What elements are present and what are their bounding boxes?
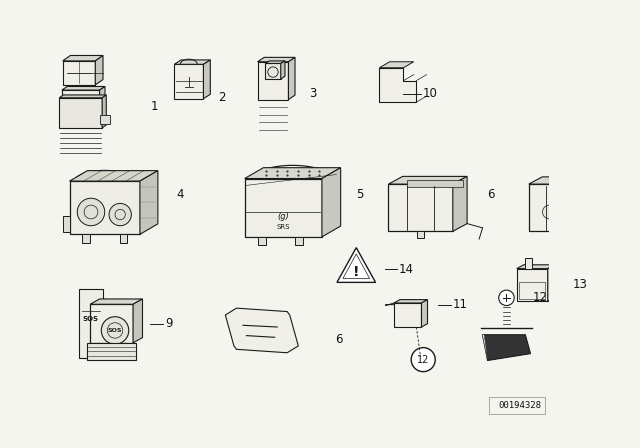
Polygon shape [133,299,143,343]
Text: 12: 12 [532,291,547,304]
Polygon shape [63,56,103,61]
Text: 13: 13 [573,279,588,292]
Text: 6: 6 [488,188,495,201]
Polygon shape [70,171,158,181]
Circle shape [499,290,514,306]
Polygon shape [258,237,266,246]
Polygon shape [380,62,414,68]
Polygon shape [554,231,562,238]
Polygon shape [525,258,532,269]
Polygon shape [62,90,100,109]
Polygon shape [289,57,295,99]
Text: 11: 11 [452,298,467,311]
Polygon shape [100,115,110,124]
Polygon shape [394,303,422,327]
Text: SRS: SRS [276,224,290,229]
Polygon shape [407,180,463,187]
Polygon shape [60,95,106,98]
Polygon shape [587,177,600,231]
Circle shape [77,198,105,226]
Circle shape [543,205,556,219]
Polygon shape [70,181,140,234]
Polygon shape [422,300,428,327]
Polygon shape [82,234,90,243]
Polygon shape [174,65,204,99]
Polygon shape [63,61,95,85]
Polygon shape [204,60,211,99]
Circle shape [109,203,131,226]
Text: 12: 12 [417,355,429,365]
Text: !: ! [353,265,360,279]
Polygon shape [394,300,428,303]
Text: 1: 1 [150,100,157,113]
Polygon shape [102,95,106,128]
Polygon shape [265,64,281,79]
Text: 00194328: 00194328 [498,401,541,409]
Polygon shape [380,68,417,102]
Text: (g): (g) [277,212,289,221]
Polygon shape [516,265,554,269]
Polygon shape [120,234,127,243]
Polygon shape [257,57,295,62]
Polygon shape [62,86,105,90]
Polygon shape [281,61,285,79]
Polygon shape [529,184,587,231]
Polygon shape [388,184,453,231]
Polygon shape [548,265,554,301]
Polygon shape [244,168,340,178]
Text: SOS: SOS [108,328,122,333]
Polygon shape [265,61,285,64]
Polygon shape [95,56,103,85]
Polygon shape [257,62,289,99]
Polygon shape [140,171,158,234]
Polygon shape [483,335,488,361]
Polygon shape [453,177,467,231]
Circle shape [101,317,129,344]
Text: 2: 2 [218,91,225,104]
Text: SOS: SOS [83,316,99,322]
Text: 9: 9 [165,317,172,330]
Text: 14: 14 [398,263,413,276]
Polygon shape [63,216,70,232]
Text: 6: 6 [335,332,342,345]
Polygon shape [86,343,136,360]
Polygon shape [385,303,394,306]
Polygon shape [417,231,424,238]
Polygon shape [483,335,531,361]
Text: 5: 5 [356,188,364,201]
Polygon shape [295,237,303,246]
Polygon shape [337,248,376,282]
Text: 3: 3 [309,87,316,100]
Text: 10: 10 [422,87,437,100]
Polygon shape [60,98,102,128]
Polygon shape [79,289,103,358]
Circle shape [411,348,435,372]
Polygon shape [100,86,105,109]
Polygon shape [174,60,211,65]
Polygon shape [90,299,143,304]
Polygon shape [90,304,133,343]
Polygon shape [388,177,467,184]
Polygon shape [225,308,298,353]
Polygon shape [244,178,322,237]
Polygon shape [322,168,340,237]
Text: 4: 4 [176,188,184,201]
Polygon shape [516,269,548,301]
Polygon shape [529,177,600,184]
